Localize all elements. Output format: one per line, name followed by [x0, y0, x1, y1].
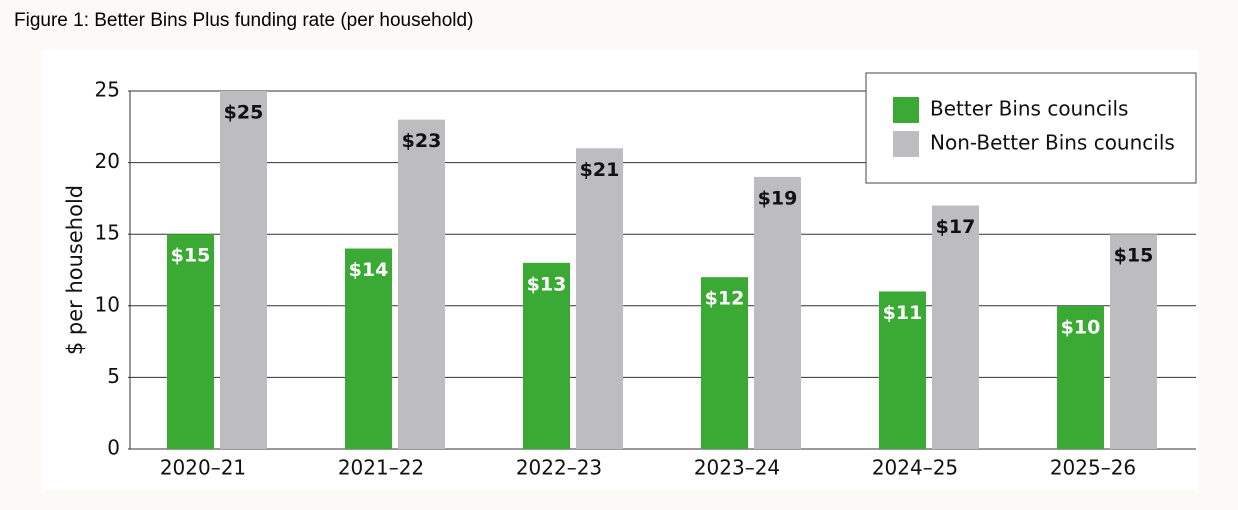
chart-title: Figure 1: Better Bins Plus funding rate … — [14, 10, 473, 31]
x-tick-label: 2021–22 — [338, 456, 424, 480]
value-label: $21 — [580, 159, 620, 181]
value-label: $23 — [402, 130, 442, 152]
bar — [576, 148, 623, 449]
bar — [932, 206, 979, 449]
value-label: $19 — [758, 187, 798, 209]
legend-swatch — [893, 131, 919, 157]
page: Figure 1: Better Bins Plus funding rate … — [0, 0, 1238, 506]
bar — [220, 91, 267, 449]
value-label: $10 — [1061, 316, 1101, 338]
x-tick-label: 2024–25 — [872, 456, 958, 480]
y-tick-label: 25 — [95, 78, 120, 102]
value-label: $11 — [883, 302, 923, 324]
x-tick-label: 2022–23 — [516, 456, 602, 480]
legend-box — [866, 73, 1196, 183]
y-tick-label: 5 — [107, 364, 120, 388]
y-tick-label: 15 — [95, 221, 120, 245]
y-tick-label: 0 — [107, 436, 120, 460]
value-label: $15 — [171, 245, 211, 267]
y-tick-label: 10 — [95, 292, 120, 316]
value-label: $15 — [1114, 245, 1154, 267]
value-label: $13 — [527, 273, 567, 295]
y-axis-label: $ per household — [63, 185, 87, 355]
bar — [398, 120, 445, 449]
legend-swatch — [893, 97, 919, 123]
chart: Figure 1: Better Bins Plus funding rate … — [0, 0, 1238, 506]
x-tick-label: 2020–21 — [160, 456, 246, 480]
x-tick-label: 2025–26 — [1050, 456, 1136, 480]
value-label: $12 — [705, 288, 745, 310]
legend-label: Non-Better Bins councils — [930, 131, 1175, 155]
legend-label: Better Bins councils — [930, 97, 1128, 121]
value-label: $25 — [224, 102, 264, 124]
value-label: $14 — [349, 259, 389, 281]
value-label: $17 — [936, 216, 976, 238]
y-tick-label: 20 — [95, 149, 120, 173]
bar — [754, 177, 801, 449]
x-tick-label: 2023–24 — [694, 456, 780, 480]
